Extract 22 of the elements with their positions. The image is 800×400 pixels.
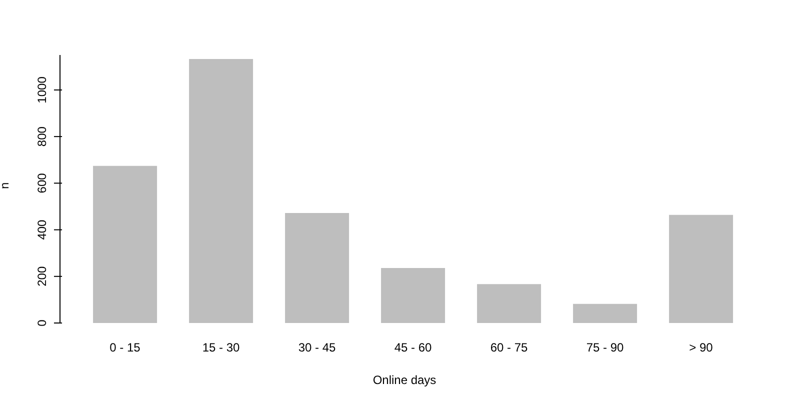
y-tick-label: 200: [35, 266, 49, 286]
y-tick-label: 1000: [35, 76, 49, 104]
y-axis-title: n: [0, 182, 12, 189]
x-tick-label: 0 - 15: [110, 340, 141, 355]
bar: [381, 268, 446, 323]
y-tick-label: 600: [35, 172, 49, 194]
x-tick-label: 75 - 90: [586, 340, 624, 355]
y-tick-label: 400: [35, 219, 49, 240]
x-tick-label: > 90: [689, 340, 714, 355]
x-tick-label: 45 - 60: [394, 340, 432, 355]
x-tick-label: 30 - 45: [298, 340, 336, 355]
x-axis-title: Online days: [372, 373, 436, 387]
bar: [573, 304, 638, 323]
bar: [669, 214, 734, 323]
bar: [477, 284, 542, 323]
bar: [189, 58, 254, 323]
x-tick-label: 60 - 75: [490, 340, 528, 355]
y-tick-label: 800: [35, 126, 49, 147]
bar: [285, 213, 350, 323]
y-tick-label: 0: [35, 319, 49, 326]
bar: [93, 166, 158, 323]
x-tick-label: 15 - 30: [202, 340, 240, 355]
